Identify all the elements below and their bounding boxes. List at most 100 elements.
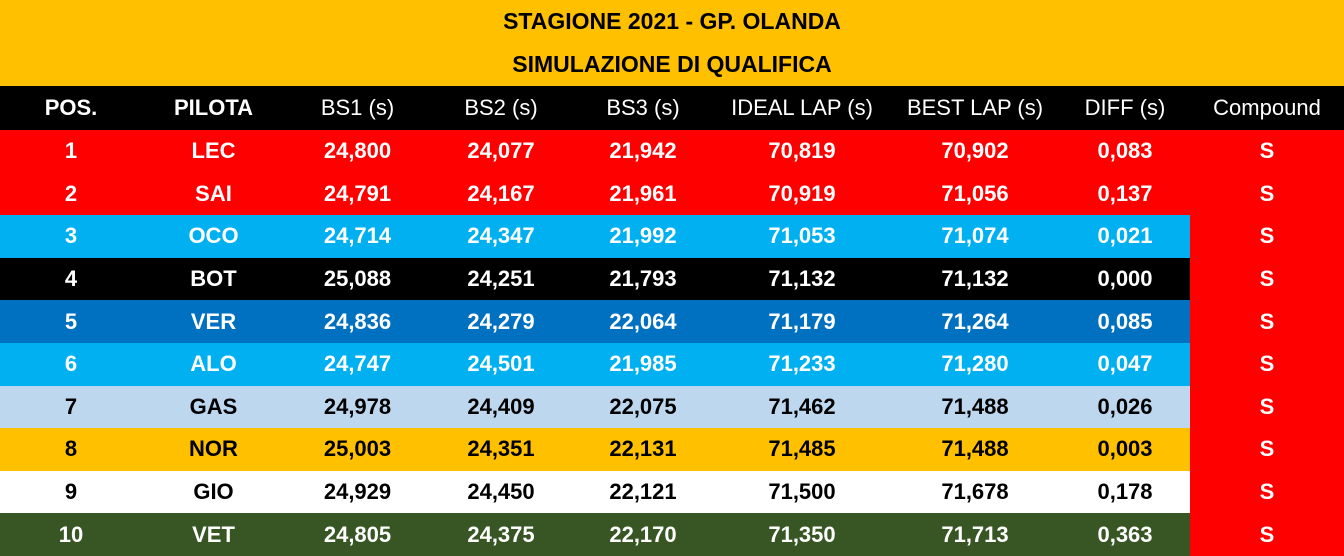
table-row: 2 SAI 24,791 24,167 21,961 70,919 71,056 0,137 S [0, 172, 1344, 216]
table-cell: GIO [142, 470, 285, 514]
table-cell: 24,347 [430, 215, 572, 258]
table-row: 5 VER 24,836 24,279 22,064 71,179 71,264 0,085 S [0, 300, 1344, 343]
table-cell: 24,351 [430, 428, 572, 471]
table-cell: 7 [0, 385, 142, 429]
table-cell: 0,178 [1060, 470, 1190, 514]
table-cell: 21,961 [572, 172, 714, 216]
table-cell: 70,919 [714, 172, 890, 216]
header-row: POS. PILOTA BS1 (s) BS2 (s) BS3 (s) IDEAL LAP… [0, 86, 1344, 130]
table-cell: 71,280 [890, 342, 1060, 386]
table-cell: 24,978 [285, 385, 430, 429]
table-cell: 24,167 [430, 172, 572, 216]
table-body: 1 LEC 24,800 24,077 21,942 70,819 70,902 0,083 S… [0, 130, 1344, 556]
table-cell: 1 [0, 130, 142, 173]
table-cell: 71,485 [714, 428, 890, 471]
table-cell: 0,085 [1060, 300, 1190, 343]
table-cell: NOR [142, 428, 285, 471]
table-cell: S [1190, 130, 1344, 173]
table-cell: 22,131 [572, 428, 714, 471]
table-cell: 24,251 [430, 257, 572, 301]
table-cell: 0,047 [1060, 342, 1190, 386]
table-cell: S [1190, 428, 1344, 471]
table-cell: 70,819 [714, 130, 890, 173]
table-cell: 71,488 [890, 428, 1060, 471]
table-cell: 24,409 [430, 385, 572, 429]
table-cell: 24,714 [285, 215, 430, 258]
table-cell: 71,056 [890, 172, 1060, 216]
table-cell: 0,003 [1060, 428, 1190, 471]
column-header: POS. [0, 86, 142, 130]
table-cell: 0,363 [1060, 513, 1190, 556]
table-cell: S [1190, 300, 1344, 343]
column-header: DIFF (s) [1060, 86, 1190, 130]
table-cell: VET [142, 513, 285, 556]
table-cell: 24,929 [285, 470, 430, 514]
table-cell: S [1190, 172, 1344, 216]
column-header: BS3 (s) [572, 86, 714, 130]
table-cell: 10 [0, 513, 142, 556]
table-cell: 22,121 [572, 470, 714, 514]
table-cell: 24,805 [285, 513, 430, 556]
subtitle: SIMULAZIONE DI QUALIFICA [512, 51, 832, 77]
column-header: IDEAL LAP (s) [714, 86, 890, 130]
table-cell: 8 [0, 428, 142, 471]
table-cell: 0,026 [1060, 385, 1190, 429]
table-cell: 70,902 [890, 130, 1060, 173]
table-cell: 24,836 [285, 300, 430, 343]
table-cell: 24,791 [285, 172, 430, 216]
results-table: POS. PILOTA BS1 (s) BS2 (s) BS3 (s) IDEAL LAP… [0, 86, 1344, 556]
table-cell: 71,053 [714, 215, 890, 258]
table-cell: S [1190, 513, 1344, 556]
table-cell: 21,942 [572, 130, 714, 173]
table-cell: SAI [142, 172, 285, 216]
table-cell: 71,132 [714, 257, 890, 301]
table-cell: 71,264 [890, 300, 1060, 343]
table-cell: 71,678 [890, 470, 1060, 514]
table-cell: 24,800 [285, 130, 430, 173]
table-cell: OCO [142, 215, 285, 258]
table-cell: 24,279 [430, 300, 572, 343]
table-cell: 22,064 [572, 300, 714, 343]
table-cell: 21,985 [572, 342, 714, 386]
table-cell: 0,000 [1060, 257, 1190, 301]
table-cell: 71,350 [714, 513, 890, 556]
table-row: 6 ALO 24,747 24,501 21,985 71,233 71,280 0,047 S [0, 342, 1344, 386]
column-header: BEST LAP (s) [890, 86, 1060, 130]
table-cell: LEC [142, 130, 285, 173]
table-cell: 25,003 [285, 428, 430, 471]
table-cell: 0,083 [1060, 130, 1190, 173]
table-cell: 6 [0, 342, 142, 386]
table-row: 10 VET 24,805 24,375 22,170 71,350 71,713 0,363… [0, 513, 1344, 556]
table-cell: 3 [0, 215, 142, 258]
table-cell: 9 [0, 470, 142, 514]
column-header: BS2 (s) [430, 86, 572, 130]
table-cell: GAS [142, 385, 285, 429]
table-cell: 71,713 [890, 513, 1060, 556]
table-cell: S [1190, 257, 1344, 301]
table-cell: 24,450 [430, 470, 572, 514]
table-cell: 71,132 [890, 257, 1060, 301]
table-cell: S [1190, 342, 1344, 386]
table-cell: 22,170 [572, 513, 714, 556]
table-row: 9 GIO 24,929 24,450 22,121 71,500 71,678 0,178 S [0, 470, 1344, 514]
table-cell: 4 [0, 257, 142, 301]
table-cell: 25,088 [285, 257, 430, 301]
table-cell: 24,375 [430, 513, 572, 556]
table-cell: 24,501 [430, 342, 572, 386]
table-cell: 0,021 [1060, 215, 1190, 258]
table-cell: 71,500 [714, 470, 890, 514]
table-cell: VER [142, 300, 285, 343]
table-cell: BOT [142, 257, 285, 301]
table-cell: ALO [142, 342, 285, 386]
table-cell: 71,233 [714, 342, 890, 386]
table-row: 7 GAS 24,978 24,409 22,075 71,462 71,488 0,026 S [0, 385, 1344, 429]
table-cell: 22,075 [572, 385, 714, 429]
table-cell: S [1190, 470, 1344, 514]
table-cell: 21,992 [572, 215, 714, 258]
table-cell: 0,137 [1060, 172, 1190, 216]
table-cell: 71,488 [890, 385, 1060, 429]
table-cell: 5 [0, 300, 142, 343]
table-cell: 24,077 [430, 130, 572, 173]
table-cell: S [1190, 385, 1344, 429]
table-row: 1 LEC 24,800 24,077 21,942 70,819 70,902 0,083 S [0, 130, 1344, 173]
